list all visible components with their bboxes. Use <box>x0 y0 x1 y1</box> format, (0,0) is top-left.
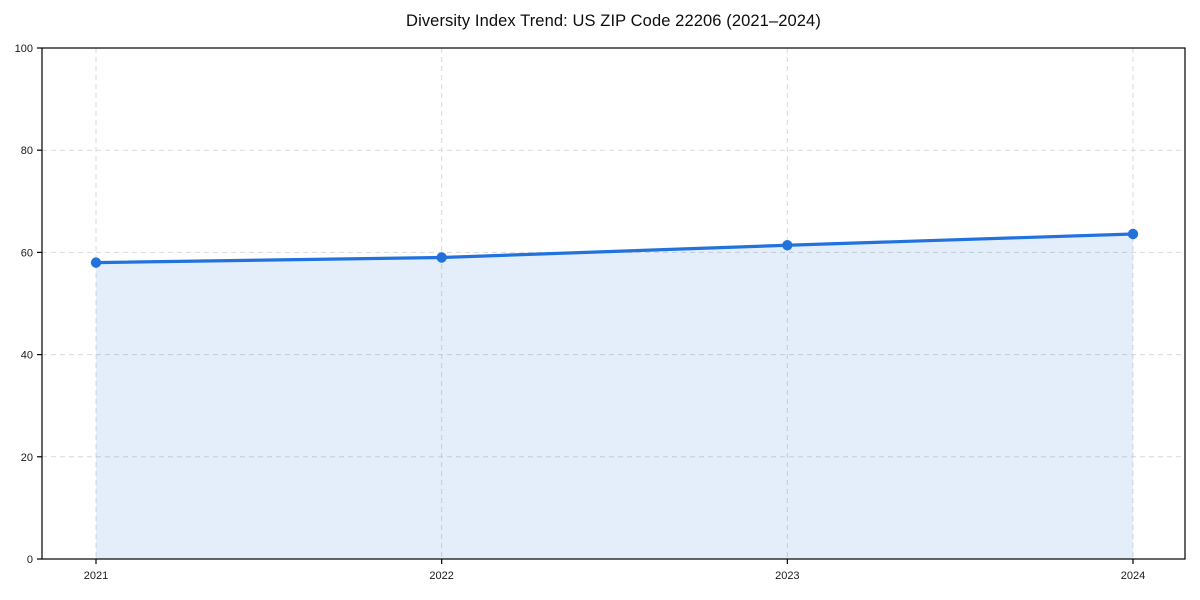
y-tick-label: 80 <box>21 145 33 157</box>
x-tick-label: 2023 <box>775 570 799 582</box>
y-tick-label: 60 <box>21 247 33 259</box>
data-point <box>1127 228 1139 240</box>
trend-line <box>94 232 1135 265</box>
data-point <box>782 240 793 251</box>
x-tick-label: 2022 <box>429 570 453 582</box>
data-point <box>90 257 102 268</box>
y-tick-label: 20 <box>21 452 33 464</box>
data-point <box>436 252 447 263</box>
area-fill <box>96 234 1133 559</box>
y-tick-label: 0 <box>27 554 33 566</box>
plot-border <box>41 47 1186 560</box>
chart-title: Diversity Index Trend: US ZIP Code 22206… <box>406 12 821 30</box>
y-tick-label: 40 <box>21 350 33 362</box>
x-tick-label: 2021 <box>84 570 108 582</box>
y-tick-label: 100 <box>15 43 33 55</box>
x-tick-label: 2024 <box>1121 570 1145 582</box>
